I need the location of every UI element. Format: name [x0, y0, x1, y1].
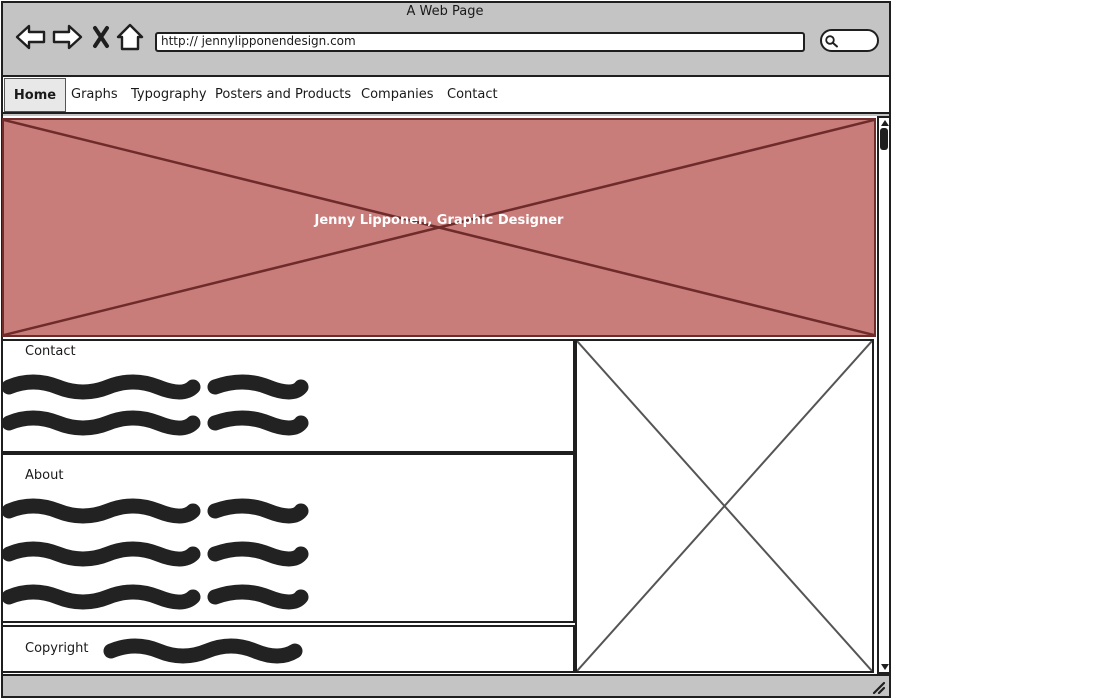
scrollbar-thumb[interactable] — [880, 128, 888, 150]
url-bar[interactable]: http:// jennylipponendesign.com — [155, 32, 805, 52]
footer-panel: Copyright — [1, 625, 575, 673]
menu-item-typography[interactable]: Typography — [131, 87, 207, 102]
menu-item-posters-and-products[interactable]: Posters and Products — [215, 87, 352, 102]
contact-title: Contact — [25, 344, 76, 359]
home-icon[interactable] — [114, 22, 146, 52]
about-text-scribble — [3, 498, 309, 610]
scroll-up-icon[interactable] — [880, 119, 890, 127]
contact-panel: Contact — [1, 339, 575, 453]
scroll-down-icon[interactable] — [880, 663, 890, 671]
window-title: A Web Page — [406, 4, 484, 19]
menu-bar: Home Graphs Typography Posters and Produ… — [1, 75, 891, 114]
about-panel: About — [1, 453, 575, 623]
search-input[interactable] — [820, 29, 879, 52]
copyright-label: Copyright — [25, 641, 89, 656]
back-arrow-icon[interactable] — [14, 22, 48, 52]
menu-item-home[interactable]: Home — [4, 78, 66, 112]
image-placeholder — [575, 339, 874, 673]
menu-item-graphs[interactable]: Graphs — [71, 87, 118, 102]
forward-arrow-icon[interactable] — [50, 22, 84, 52]
copyright-text-scribble — [103, 638, 303, 664]
close-icon[interactable] — [86, 22, 116, 52]
about-title: About — [25, 468, 64, 483]
search-icon — [825, 35, 838, 48]
contact-text-scribble — [3, 374, 309, 436]
vertical-scrollbar[interactable] — [877, 116, 891, 674]
status-bar — [1, 674, 891, 698]
menu-item-contact[interactable]: Contact — [447, 87, 498, 102]
resize-grip-icon[interactable] — [871, 680, 885, 694]
menu-item-companies[interactable]: Companies — [361, 87, 434, 102]
hero-caption: Jenny Lipponen, Graphic Designer — [314, 213, 564, 228]
hero-image-placeholder: Jenny Lipponen, Graphic Designer — [2, 118, 876, 337]
